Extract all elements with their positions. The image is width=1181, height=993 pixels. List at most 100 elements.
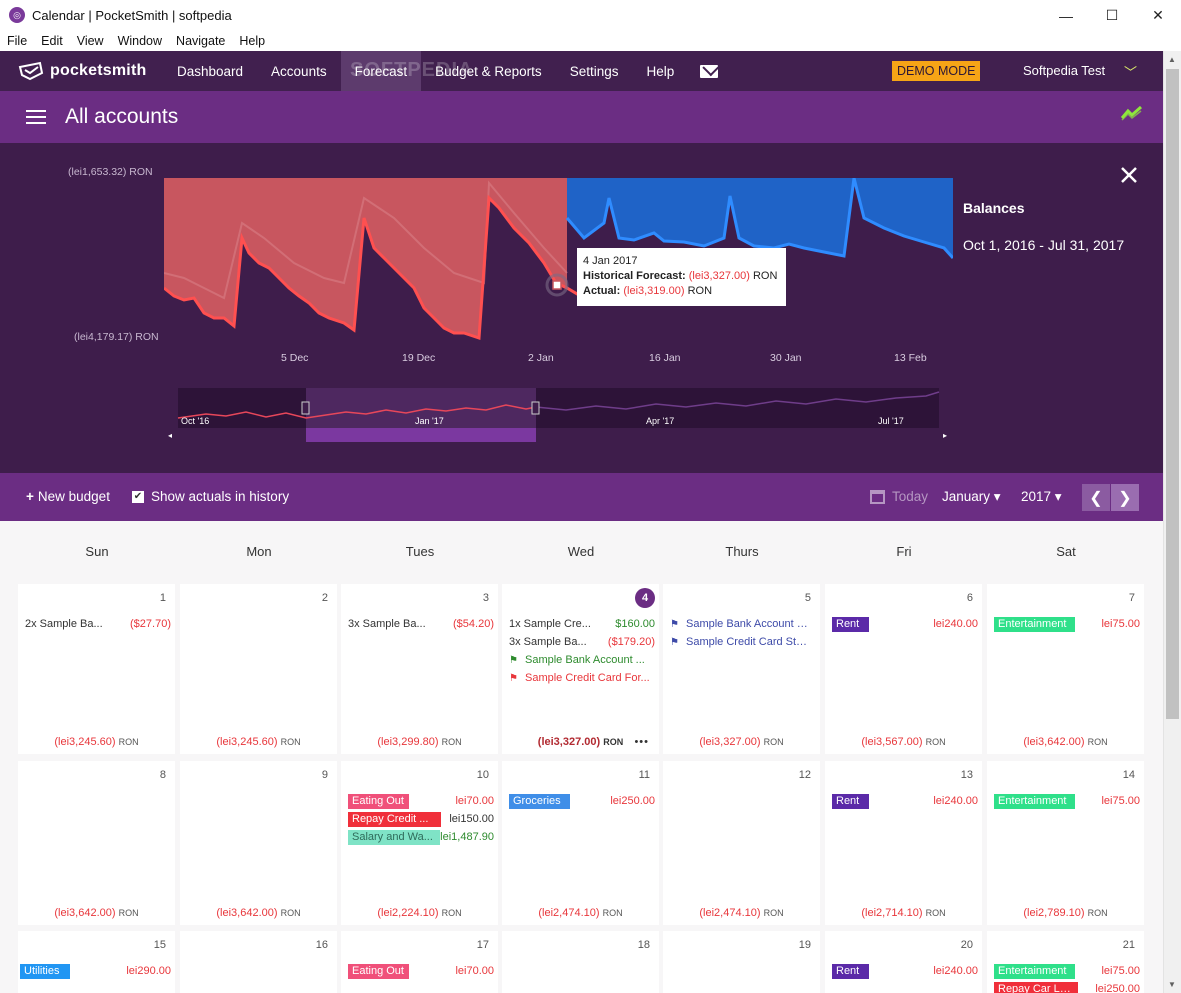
nav-accounts[interactable]: Accounts — [271, 63, 327, 79]
show-actuals-toggle[interactable]: ✔ Show actuals in history — [132, 489, 289, 504]
budget-entry[interactable]: Repay Car Loan lei250.00 — [994, 981, 1140, 993]
menu-window[interactable]: Window — [117, 34, 163, 48]
scroll-down-icon[interactable]: ▼ — [1168, 980, 1176, 989]
month-select[interactable]: January ▾ — [942, 489, 1001, 504]
mail-icon[interactable] — [700, 64, 719, 78]
budget-entry[interactable]: Repay Credit ... lei150.00 — [348, 811, 494, 827]
account-event[interactable]: ⚑ Sample Bank Account S... — [670, 616, 816, 632]
budget-entry[interactable]: Rent lei240.00 — [832, 793, 978, 809]
transaction-entry[interactable]: 3x Sample Ba... ($179.20) — [509, 634, 655, 650]
transaction-entry[interactable]: 1x Sample Cre... $160.00 — [509, 616, 655, 632]
day-balance: (lei2,714.10) RON — [825, 907, 982, 919]
show-actuals-checkbox[interactable]: ✔ — [132, 490, 144, 503]
budget-entry[interactable]: Salary and Wa... lei1,487.90 — [348, 829, 494, 845]
balance-currency: RON — [763, 737, 784, 747]
transaction-entry[interactable]: 2x Sample Ba... ($27.70) — [25, 616, 171, 632]
day-cell[interactable]: 14 Entertainment lei75.00 (lei2,789.10) … — [987, 761, 1144, 925]
nav-help[interactable]: Help — [646, 63, 675, 79]
range-label: Jul '17 — [878, 416, 904, 426]
day-cell-today[interactable]: 4 1x Sample Cre... $160.00 3x Sample Ba.… — [502, 584, 659, 754]
day-cell[interactable]: 21 Entertainment lei75.00 Repay Car Loan… — [987, 931, 1144, 993]
year-select[interactable]: 2017 ▾ — [1021, 489, 1062, 504]
range-handle-right[interactable] — [531, 401, 540, 415]
budget-entry[interactable]: Eating Out lei70.00 — [348, 793, 494, 809]
nav-budget-reports[interactable]: Budget & Reports — [435, 63, 542, 79]
account-event[interactable]: ⚑ Sample Credit Card For... — [509, 670, 655, 686]
range-handle-left[interactable] — [301, 401, 310, 415]
new-budget-button[interactable]: + New budget — [26, 489, 110, 504]
day-cell[interactable]: 17 Eating Out lei70.00 — [341, 931, 498, 993]
budget-entry[interactable]: Eating Out lei70.00 — [348, 963, 494, 979]
maximize-button[interactable]: ☐ — [1105, 7, 1119, 23]
balance-currency: RON — [603, 737, 624, 747]
flag-icon: ⚑ — [670, 619, 679, 630]
budget-entry[interactable]: Entertainment lei75.00 — [994, 793, 1140, 809]
entry-amount: lei240.00 — [933, 965, 978, 977]
account-event[interactable]: ⚑ Sample Bank Account ... — [509, 652, 655, 668]
scrollbar[interactable]: ▲ ▼ — [1163, 51, 1181, 993]
prev-month-button[interactable]: ❮ — [1082, 484, 1110, 511]
range-scroll-bar[interactable] — [306, 428, 536, 442]
today-day-number: 4 — [635, 588, 655, 608]
transaction-entry[interactable]: 3x Sample Ba... ($54.20) — [348, 616, 494, 632]
day-cell[interactable]: 16 — [180, 931, 337, 993]
balance-chart[interactable] — [164, 178, 953, 343]
menu-navigate[interactable]: Navigate — [176, 34, 226, 48]
day-cell[interactable]: 9 (lei3,642.00) RON — [180, 761, 337, 925]
hamburger-menu-icon[interactable] — [26, 110, 46, 124]
entry-amount: ($179.20) — [607, 636, 655, 648]
day-cell[interactable]: 3 3x Sample Ba... ($54.20) (lei3,299.80)… — [341, 584, 498, 754]
day-cell[interactable]: 5 ⚑ Sample Bank Account S... ⚑ Sample Cr… — [663, 584, 820, 754]
day-cell[interactable]: 13 Rent lei240.00 (lei2,714.10) RON — [825, 761, 982, 925]
day-cell[interactable]: 18 — [502, 931, 659, 993]
balances-title: Balances — [963, 200, 1025, 216]
minimize-button[interactable]: — — [1059, 7, 1073, 24]
range-selector[interactable]: ◂ ▸ — [166, 388, 950, 444]
range-right-arrow-icon[interactable]: ▸ — [943, 431, 947, 440]
user-menu[interactable]: Softpedia Test — [1023, 63, 1106, 78]
window-controls: — ☐ ✕ — [1043, 0, 1181, 31]
budget-entry[interactable]: Rent lei240.00 — [832, 616, 978, 632]
day-cell[interactable]: 7 Entertainment lei75.00 (lei3,642.00) R… — [987, 584, 1144, 754]
day-cell[interactable]: 11 Groceries lei250.00 (lei2,474.10) RON — [502, 761, 659, 925]
dow-header: Fri — [896, 544, 912, 559]
close-icon[interactable] — [1120, 166, 1138, 184]
scroll-up-icon[interactable]: ▲ — [1168, 55, 1176, 64]
day-cell[interactable]: 1 2x Sample Ba... ($27.70) (lei3,245.60)… — [18, 584, 175, 754]
account-event[interactable]: ⚑ Sample Credit Card Sta... — [670, 634, 816, 650]
budget-entry[interactable]: Entertainment lei75.00 — [994, 963, 1140, 979]
close-button[interactable]: ✕ — [1152, 7, 1164, 23]
nav-forecast[interactable]: Forecast — [340, 51, 422, 91]
nav-dashboard[interactable]: Dashboard — [177, 63, 244, 79]
day-cell[interactable]: 10 Eating Out lei70.00 Repay Credit ... … — [341, 761, 498, 925]
budget-entry[interactable]: Groceries lei250.00 — [509, 793, 655, 809]
trend-chart-icon[interactable] — [1121, 105, 1143, 121]
scroll-thumb[interactable] — [1166, 69, 1179, 719]
category-tag: Rent — [832, 963, 869, 979]
day-cell[interactable]: 20 Rent lei240.00 — [825, 931, 982, 993]
menu-edit[interactable]: Edit — [41, 34, 63, 48]
menu-view[interactable]: View — [76, 34, 104, 48]
today-button[interactable]: Today — [870, 489, 928, 504]
chevron-down-icon[interactable]: ﹀ — [1124, 65, 1138, 80]
day-cell[interactable]: 15 Utilities lei290.00 — [18, 931, 175, 993]
nav-settings[interactable]: Settings — [569, 63, 619, 79]
day-cell[interactable]: 19 — [663, 931, 820, 993]
range-window[interactable] — [306, 388, 536, 428]
next-month-button[interactable]: ❯ — [1111, 484, 1139, 511]
day-cell[interactable]: 6 Rent lei240.00 (lei3,567.00) RON — [825, 584, 982, 754]
day-balance: (lei2,224.10) RON — [341, 907, 498, 919]
budget-entry[interactable]: Entertainment lei75.00 — [994, 616, 1140, 632]
day-cell[interactable]: 2 (lei3,245.60) RON — [180, 584, 337, 754]
brand-logo[interactable]: pocketsmith — [18, 61, 163, 81]
menu-file[interactable]: File — [7, 34, 28, 48]
day-cell[interactable]: 12 (lei2,474.10) RON — [663, 761, 820, 925]
range-left-arrow-icon[interactable]: ◂ — [168, 431, 172, 440]
dow-header: Thurs — [725, 544, 759, 559]
budget-entry[interactable]: Rent lei240.00 — [832, 963, 978, 979]
menu-help[interactable]: Help — [239, 34, 266, 48]
more-options-icon[interactable]: ••• — [634, 736, 649, 748]
balance-amount: (lei2,474.10) — [699, 907, 761, 919]
budget-entry[interactable]: Utilities lei290.00 — [20, 963, 171, 979]
day-cell[interactable]: 8 (lei3,642.00) RON — [18, 761, 175, 925]
